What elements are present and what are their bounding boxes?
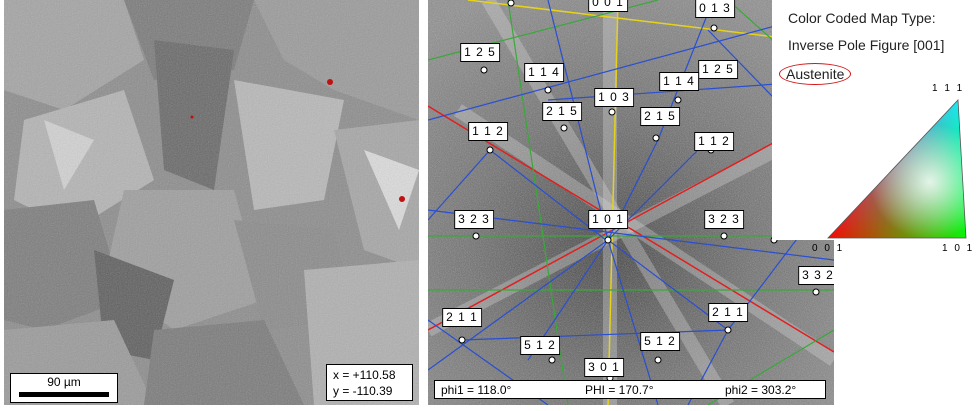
zone-label: 2 1 1: [708, 303, 748, 322]
scale-bar: 90 µm: [10, 373, 118, 403]
corner-111-label: 1 1 1: [932, 83, 965, 94]
zone-label: 1 1 2: [468, 122, 508, 141]
zone-label: 1 2 5: [460, 43, 500, 62]
zone-label: 5 1 2: [520, 336, 560, 355]
phi2-value: phi2 = 303.2°: [725, 383, 797, 397]
kikuchi-pattern-image: [428, 0, 834, 405]
zone-label: 3 2 3: [454, 210, 494, 229]
scale-bar-label: 90 µm: [47, 375, 81, 389]
PHI-value: PHI = 170.7°: [585, 383, 654, 397]
sem-image-panel[interactable]: 90 µm x = +110.58 y = -110.39: [4, 0, 419, 405]
zone-label: 2 1 5: [542, 102, 582, 121]
zone-label: 1 1 2: [694, 132, 734, 151]
phi1-value: phi1 = 118.0°: [441, 383, 512, 397]
coordinate-readout: x = +110.58 y = -110.39: [326, 364, 413, 401]
coord-x: x = +110.58: [333, 368, 396, 382]
zone-label: 0 1 3: [695, 0, 735, 18]
zone-label: 2 1 5: [640, 107, 680, 126]
zone-label: 3 0 1: [584, 358, 624, 377]
ipf-legend-panel: Color Coded Map Type: Inverse Pole Figur…: [772, 0, 979, 254]
ipf-color-triangle: [827, 99, 967, 239]
zone-label: 0 0 1: [588, 0, 628, 12]
euler-angles-bar: phi1 = 118.0° PHI = 170.7° phi2 = 303.2°: [434, 380, 826, 399]
corner-001-label: 0 0 1: [812, 243, 845, 254]
zone-label: 5 1 2: [640, 332, 680, 351]
phase-name[interactable]: Austenite: [779, 63, 852, 85]
zone-label: 2 1 1: [442, 308, 482, 327]
zone-label: 1 1 4: [659, 72, 699, 91]
kikuchi-pattern-panel[interactable]: 0 0 1 0 1 3 1 2 5 1 2 5 1 1 4 1 1 4 1 0 …: [428, 0, 834, 405]
zone-label: 1 1 4: [524, 63, 564, 82]
coord-y: y = -110.39: [333, 384, 393, 398]
corner-101-label: 1 0 1: [942, 243, 975, 254]
scale-bar-line: [19, 392, 109, 397]
zone-label: 1 0 3: [594, 88, 634, 107]
zone-label: 3 3 2: [798, 266, 834, 285]
zone-label: 3 2 3: [704, 210, 744, 229]
map-type-title: Color Coded Map Type:: [788, 10, 936, 26]
sem-micrograph: [4, 0, 419, 405]
zone-label: 1 2 5: [698, 60, 738, 79]
map-type-value: Inverse Pole Figure [001]: [788, 37, 945, 53]
zone-label: 1 0 1: [588, 210, 628, 229]
